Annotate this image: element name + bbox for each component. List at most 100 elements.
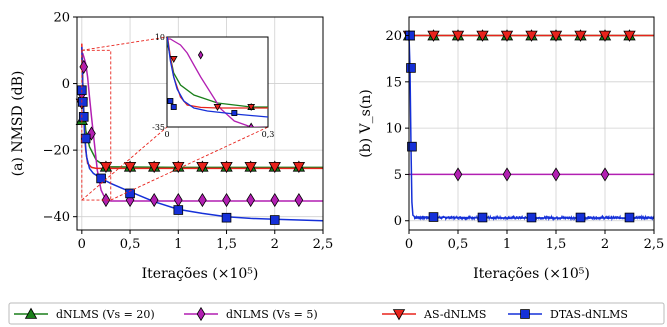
series-marker-3 [406,63,416,73]
x-tick-label: 2,5 [313,237,334,252]
legend-item-dnlms-vs20: dNLMS (Vs = 20) [14,307,155,321]
inset-marker-2 [247,104,256,112]
legend: dNLMS (Vs = 20) dNLMS (Vs = 5) AS-dNLMS … [8,302,665,325]
series-marker-2 [598,30,612,42]
panel-a-frame [76,16,324,231]
series-marker-2 [476,30,489,42]
legend-marker [196,306,206,322]
series-marker-3 [624,212,635,223]
series-marker-3 [80,133,91,144]
series-marker-1 [502,167,512,182]
series-marker-3 [428,212,439,222]
series-marker-3 [407,141,417,152]
series-marker-2 [123,161,137,174]
series-marker-3 [125,188,135,199]
y-tick-label: −40 [43,210,70,225]
inset-xtick-right: 0,3 [262,130,275,139]
legend-marker [520,309,530,319]
y-tick-label: 15 [385,75,402,90]
panel-a-series [75,43,324,225]
y-tick-label: 20 [53,11,70,26]
series-marker-1 [173,192,183,208]
y-tick-label: 20 [385,29,402,44]
panel-b-xlabel: Iterações (×10⁵) [473,266,590,282]
series-marker-2 [525,30,538,42]
zoom-connector [110,126,269,201]
legend-label: dNLMS (Vs = 20) [56,308,155,321]
legend-marker [24,307,38,319]
series-marker-3 [96,173,106,184]
x-tick-label: 2 [601,237,609,252]
x-tick-label: 1,5 [546,237,567,252]
series-line-3 [81,46,324,222]
series-marker-1 [453,167,463,182]
x-tick-label: 0 [78,237,86,252]
x-tick-label: 1 [503,237,511,252]
inset-marker-1 [248,122,254,127]
series-marker-1 [87,126,96,141]
inset-series-line-1 [167,38,268,127]
x-tick-label: 0 [405,237,413,252]
x-tick-label: 0,5 [120,237,141,252]
inset-marker-2 [213,104,222,112]
series-marker-3 [78,112,89,122]
x-tick-label: 1,5 [216,237,237,252]
inset-xtick-left: 0 [164,130,169,139]
y-tick-label: 10 [385,122,402,137]
series-marker-3 [77,97,88,107]
panel-b-ticks: 0 0,5 1 1,5 2 2,5 0 5 10 15 20 [385,29,664,252]
series-marker-1 [294,192,304,208]
panel-a-ticks: 0 0,5 1 1,5 2 2,5 −40 −20 0 20 [43,11,334,253]
series-marker-1 [198,192,207,208]
y-tick-label: −20 [43,144,70,159]
series-marker-1 [600,167,610,182]
inset-ytick-bottom: -35 [152,123,165,132]
legend-box [8,302,665,325]
inset-ytick-top: 10 [155,33,165,42]
series-marker-3 [575,212,586,223]
panel-a-xlabel: Iterações (×10⁵) [142,266,259,282]
panel-b-series [402,29,655,223]
x-tick-label: 0,5 [448,237,469,252]
panel-b-frame [408,16,655,231]
y-tick-label: 0 [62,77,70,92]
inset-marker-3 [170,104,177,110]
panel-b-grid [408,17,655,230]
inset-series [167,37,268,127]
y-tick-label: 5 [394,168,402,183]
inset-marker-2 [169,56,178,64]
panel-b: 0 0,5 1 1,5 2 2,5 0 5 10 15 20 (b) V_s(n) Iteraçõe… [358,16,664,282]
y-tick-label: 0 [394,214,402,229]
series-marker-2 [623,30,636,42]
series-marker-3 [173,205,184,215]
legend-label: dNLMS (Vs = 5) [226,308,318,321]
series-marker-3 [269,215,280,225]
series-marker-2 [268,161,281,174]
series-marker-2 [500,30,514,42]
series-line-3 [408,35,654,219]
series-marker-2 [451,30,465,42]
x-tick-label: 2,5 [644,237,665,252]
series-marker-3 [526,212,537,223]
series-marker-2 [220,161,233,174]
legend-marker [392,309,406,321]
series-marker-1 [222,192,231,208]
legend-item-dtas-dnlms: DTAS-dNLMS [508,308,628,321]
series-marker-3 [477,212,488,223]
series-marker-3 [221,212,232,223]
series-marker-2 [147,161,161,174]
series-marker-1 [101,192,111,208]
zoom-connector [81,36,168,51]
x-tick-label: 2 [271,237,279,252]
legend-label: AS-dNLMS [423,308,486,321]
x-tick-label: 1 [174,237,182,252]
panel-a-zoom-guides [81,36,269,201]
inset-series-line-3 [167,37,268,118]
legend-label: DTAS-dNLMS [550,308,628,321]
panel-a-ylabel: (a) NMSD (dB) [10,71,26,177]
inset-marker-3 [231,110,238,116]
series-marker-1 [149,192,159,208]
series-marker-2 [99,161,113,174]
series-marker-1 [246,192,255,208]
